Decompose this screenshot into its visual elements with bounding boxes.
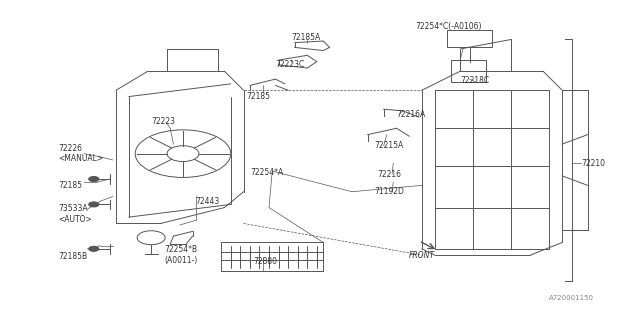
Text: 72215A: 72215A xyxy=(374,141,403,150)
Circle shape xyxy=(89,246,99,252)
Text: 72254*C(-A0106): 72254*C(-A0106) xyxy=(415,22,482,31)
Text: 72254*B
(A0011-): 72254*B (A0011-) xyxy=(164,245,197,265)
Text: 72226
<MANUAL>: 72226 <MANUAL> xyxy=(59,144,104,163)
Text: 72216: 72216 xyxy=(378,170,401,179)
Text: 72223: 72223 xyxy=(151,117,175,126)
Text: 72185A: 72185A xyxy=(291,33,321,42)
Text: 72443: 72443 xyxy=(196,197,220,206)
Text: 72223C: 72223C xyxy=(275,60,305,69)
Text: 73533A
<AUTO>: 73533A <AUTO> xyxy=(59,204,93,224)
Text: 72880: 72880 xyxy=(253,257,277,266)
Text: 71192D: 71192D xyxy=(374,187,404,196)
Circle shape xyxy=(89,202,99,207)
Text: A720001150: A720001150 xyxy=(549,295,594,301)
Text: 72254*A: 72254*A xyxy=(250,168,283,177)
Text: 72185: 72185 xyxy=(59,181,83,190)
Bar xyxy=(451,60,486,82)
Text: 72185B: 72185B xyxy=(59,252,88,261)
Text: 72210: 72210 xyxy=(581,159,605,168)
Text: 72218C: 72218C xyxy=(460,76,490,85)
Text: 72185: 72185 xyxy=(246,92,271,101)
Circle shape xyxy=(89,177,99,181)
Text: 72216A: 72216A xyxy=(396,109,426,118)
Bar xyxy=(447,30,492,47)
Text: FRONT: FRONT xyxy=(409,251,435,260)
